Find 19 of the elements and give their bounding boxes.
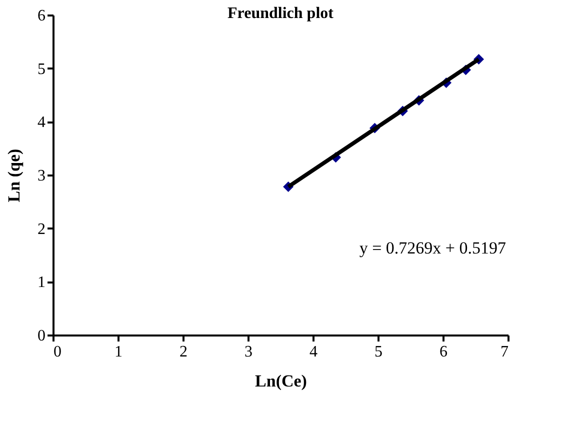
x-tick-label: 4 — [310, 344, 318, 360]
y-tick-label: 1 — [38, 274, 46, 292]
y-tick-label: 6 — [38, 8, 46, 24]
y-tick-label: 4 — [38, 114, 46, 132]
x-tick-label: 7 — [500, 344, 508, 360]
y-tick-label: 5 — [38, 60, 46, 78]
x-tick-label: 3 — [244, 344, 252, 360]
chart-title: Freundlich plot — [228, 5, 334, 22]
y-tick-label: 2 — [38, 220, 46, 238]
y-tick-label: 0 — [38, 328, 46, 344]
x-tick-label: 2 — [180, 344, 188, 360]
x-tick-label: 5 — [374, 344, 382, 360]
annotation: y = 0.7269x + 0.5197 — [359, 238, 506, 258]
x-tick-label: 1 — [114, 344, 122, 360]
y-tick-label: 3 — [38, 168, 46, 184]
y-axis-title: Ln (qe) — [4, 148, 24, 202]
x-axis-title: Ln(Ce) — [255, 372, 307, 390]
x-tick-label: 0 — [54, 344, 62, 360]
x-tick-label: 6 — [440, 344, 448, 360]
